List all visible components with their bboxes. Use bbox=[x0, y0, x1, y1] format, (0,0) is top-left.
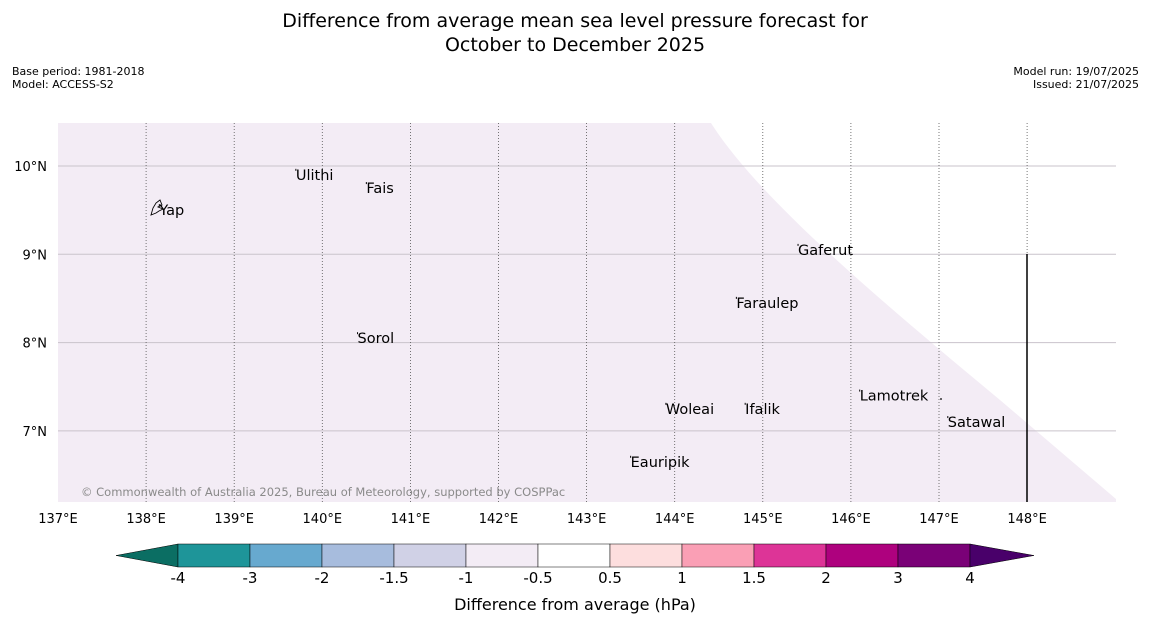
colorbar-swatch bbox=[825, 543, 899, 568]
colorbar-tick-label: 1 bbox=[677, 569, 687, 587]
colorbar-swatch bbox=[753, 543, 827, 568]
place-label-ulithi: Ulithi bbox=[296, 168, 334, 184]
colorbar-swatch bbox=[321, 543, 395, 568]
colorbar-swatch bbox=[393, 543, 467, 568]
colorbar-swatch bbox=[681, 543, 755, 568]
place-marker-ulithi bbox=[295, 168, 297, 171]
place-label-faraulep: Faraulep bbox=[736, 296, 798, 312]
colorbar-tick-label: -4 bbox=[171, 569, 186, 587]
lon-tick-label: 148°E bbox=[1007, 512, 1047, 527]
colorbar-swatch bbox=[177, 543, 251, 568]
colorbar-swatch bbox=[609, 543, 683, 568]
place-marker-gaferut bbox=[797, 243, 799, 246]
place-label-gaferut: Gaferut bbox=[798, 243, 853, 259]
lon-tick-label: 138°E bbox=[126, 512, 166, 527]
colorbar-extend-high bbox=[969, 543, 1035, 568]
place-label-ifalik: Ifalik bbox=[745, 402, 780, 418]
lat-tick-label: 9°N bbox=[23, 248, 48, 263]
colorbar: -4 -3 -2 -1.5 -1 -0.5 0.5 1 1.5 2 3 4 bbox=[115, 543, 1035, 587]
colorbar-tick-label: -1 bbox=[459, 569, 474, 587]
colorbar-tick-label: 1.5 bbox=[742, 569, 766, 587]
model-run: Model run: 19/07/2025 bbox=[1013, 65, 1139, 78]
colorbar-tick-label: 4 bbox=[965, 569, 975, 587]
place-marker-sorol bbox=[357, 332, 359, 335]
place-label-sorol: Sorol bbox=[358, 331, 395, 347]
colorbar-tick-label: -2 bbox=[315, 569, 330, 587]
anomaly-fill-region bbox=[58, 123, 1116, 502]
yap-island-shape bbox=[150, 199, 165, 216]
place-marker-satawal bbox=[947, 416, 949, 419]
colorbar-tick-label: -0.5 bbox=[523, 569, 552, 587]
meta-right: Model run: 19/07/2025 Issued: 21/07/2025 bbox=[1013, 65, 1139, 91]
lat-tick-label: 8°N bbox=[23, 337, 48, 352]
lon-tick-label: 137°E bbox=[38, 512, 78, 527]
place-marker-fais bbox=[365, 182, 367, 185]
colorbar-tick-label: 3 bbox=[893, 569, 903, 587]
lon-tick-label: 139°E bbox=[214, 512, 254, 527]
colorbar-tick-label: 0.5 bbox=[598, 569, 622, 587]
meta-left: Base period: 1981-2018 Model: ACCESS-S2 bbox=[12, 65, 144, 91]
issued-date: Issued: 21/07/2025 bbox=[1032, 78, 1139, 91]
lon-tick-label: 146°E bbox=[831, 512, 871, 527]
lon-tick-label: 142°E bbox=[479, 512, 519, 527]
place-marker-lamotrek bbox=[859, 389, 861, 392]
island-shapes bbox=[150, 199, 942, 400]
lon-tick-label: 145°E bbox=[743, 512, 783, 527]
place-label-fais: Fais bbox=[366, 181, 393, 197]
place-marker-faraulep bbox=[735, 296, 737, 299]
model-name: Model: ACCESS-S2 bbox=[12, 78, 114, 91]
colorbar-tick-label: -3 bbox=[243, 569, 258, 587]
place-marker-eauripik bbox=[630, 455, 632, 458]
axis-labels: 137°E 138°E 139°E 140°E 141°E 142°E 143°E 144°E… bbox=[14, 160, 1047, 527]
place-label-eauripik: Eauripik bbox=[631, 455, 690, 471]
map-area: Yap Ulithi Fais Gaferut Faraulep Sorol Woleai I… bbox=[58, 123, 1116, 502]
lat-tick-label: 10°N bbox=[14, 160, 47, 175]
lon-tick-label: 147°E bbox=[919, 512, 959, 527]
title-line-2: October to December 2025 bbox=[444, 34, 706, 56]
lon-tick-label: 141°E bbox=[391, 512, 431, 527]
colorbar-tick-label: -1.5 bbox=[379, 569, 408, 587]
small-atoll-dot bbox=[940, 398, 942, 400]
title-line-1: Difference from average mean sea level p… bbox=[282, 10, 868, 32]
place-label-yap: Yap bbox=[158, 203, 184, 219]
base-period: Base period: 1981-2018 bbox=[12, 65, 145, 78]
colorbar-swatch bbox=[465, 543, 539, 568]
place-label-woleai: Woleai bbox=[666, 402, 714, 418]
lat-tick-label: 7°N bbox=[23, 425, 48, 440]
place-label-satawal: Satawal bbox=[948, 415, 1005, 431]
copyright-notice: © Commonwealth of Australia 2025, Bureau… bbox=[81, 485, 565, 499]
colorbar-label: Difference from average (hPa) bbox=[454, 595, 696, 614]
colorbar-swatch bbox=[249, 543, 323, 568]
place-label-lamotrek: Lamotrek bbox=[860, 389, 929, 405]
lon-tick-label: 143°E bbox=[567, 512, 607, 527]
colorbar-swatch bbox=[537, 543, 611, 568]
colorbar-tick-label: 2 bbox=[821, 569, 831, 587]
colorbar-swatch bbox=[897, 543, 971, 568]
lon-tick-label: 140°E bbox=[303, 512, 343, 527]
lon-tick-label: 144°E bbox=[655, 512, 695, 527]
place-marker-ifalik bbox=[744, 402, 746, 405]
place-labels: Yap Ulithi Fais Gaferut Faraulep Sorol Woleai I… bbox=[158, 168, 1005, 471]
place-marker-yap bbox=[158, 204, 160, 207]
map-title: Difference from average mean sea level p… bbox=[0, 9, 1150, 57]
place-marker-woleai bbox=[665, 402, 667, 405]
colorbar-extend-low bbox=[115, 543, 179, 568]
